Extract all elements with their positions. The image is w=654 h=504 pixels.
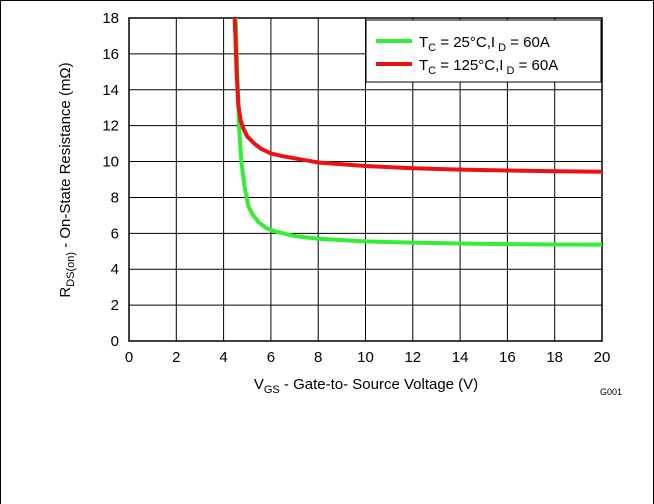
series-line-2: [232, 18, 602, 174]
x-tick-label: 16: [499, 349, 516, 366]
x-tick-label: 10: [357, 349, 374, 366]
y-tick-label: 6: [111, 225, 119, 242]
y-tick-label: 0: [111, 333, 119, 350]
legend-entry-series-1: TC = 25°C,I D = 60A: [419, 34, 550, 54]
series-line-1: [233, 18, 602, 247]
x-tick-label: 4: [219, 349, 227, 366]
x-tick-labels: 0 2 4 6 8 10 12 14 16 18 20: [125, 349, 611, 366]
y-axis-label: RDS(on) - On-State Resistance (mΩ): [57, 62, 77, 297]
x-tick-label: 2: [172, 349, 180, 366]
legend-entry-series-2: TC = 125°C,I D = 60A: [419, 57, 558, 77]
y-tick-label: 2: [111, 297, 119, 314]
x-tick-label: 18: [546, 349, 563, 366]
x-tick-label: 12: [404, 349, 421, 366]
figure-id-label: G001: [600, 387, 622, 397]
x-tick-label: 0: [125, 349, 133, 366]
y-tick-label: 4: [111, 261, 119, 278]
y-tick-label: 12: [102, 118, 119, 135]
y-tick-label: 18: [102, 10, 119, 27]
x-tick-label: 6: [267, 349, 275, 366]
y-tick-labels: 0 2 4 6 8 10 12 14 16 18: [102, 10, 119, 350]
x-axis-label: VGS - Gate-to- Source Voltage (V): [254, 376, 478, 396]
x-tick-label: 20: [594, 349, 611, 366]
legend: TC = 25°C,I D = 60A TC = 125°C,I D = 60A: [365, 19, 602, 83]
y-tick-label: 16: [102, 46, 119, 63]
series-lines: [232, 18, 602, 247]
x-tick-label: 8: [314, 349, 322, 366]
plot-border: [128, 17, 603, 342]
y-tick-label: 10: [102, 154, 119, 171]
y-tick-label: 8: [111, 189, 119, 206]
legend-box: [365, 19, 602, 83]
x-tick-label: 14: [452, 349, 469, 366]
y-tick-label: 14: [102, 82, 119, 99]
